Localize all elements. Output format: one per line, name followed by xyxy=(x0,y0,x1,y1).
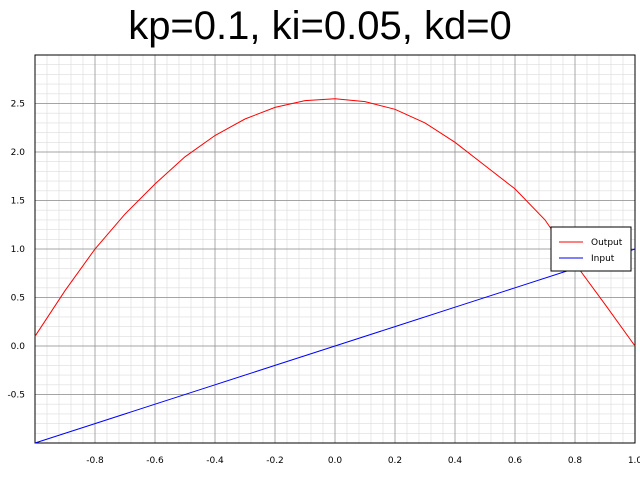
legend-box xyxy=(550,226,632,272)
series-lines xyxy=(34,98,636,444)
x-tick-label: -0.2 xyxy=(266,456,284,466)
y-tick-label: 1.0 xyxy=(11,245,26,255)
chart-title: kp=0.1, ki=0.05, kd=0 xyxy=(128,4,512,48)
y-tick-label: 0.5 xyxy=(11,294,25,304)
y-tick-label: 2.5 xyxy=(11,100,25,110)
x-tick-label: 0.4 xyxy=(448,456,463,466)
y-axis-ticks: -0.5 0.0 0.5 1.0 1.5 2.0 2.5 xyxy=(7,100,25,401)
series-line-output xyxy=(34,98,636,347)
x-tick-label: 0.8 xyxy=(568,456,583,466)
x-tick-label: -0.4 xyxy=(206,456,224,466)
legend-label: Input xyxy=(591,254,615,264)
y-tick-label: -0.5 xyxy=(7,391,25,401)
y-tick-label: 1.5 xyxy=(11,197,25,207)
x-tick-label: -0.6 xyxy=(146,456,164,466)
x-axis-ticks: -0.8 -0.6 -0.4 -0.2 0.0 0.2 0.4 0.6 0.8 1.0 xyxy=(86,456,640,466)
x-tick-label: 0.0 xyxy=(328,456,343,466)
legend-label: Output xyxy=(591,238,623,248)
y-tick-label: 2.0 xyxy=(11,148,26,158)
x-tick-label: 0.2 xyxy=(388,456,402,466)
x-tick-label: -0.8 xyxy=(86,456,104,466)
x-tick-label: 1.0 xyxy=(628,456,640,466)
legend: Output Input xyxy=(550,226,632,272)
y-tick-label: 0.0 xyxy=(11,342,26,352)
series-line-input xyxy=(34,248,636,444)
x-tick-label: 0.6 xyxy=(508,456,523,466)
